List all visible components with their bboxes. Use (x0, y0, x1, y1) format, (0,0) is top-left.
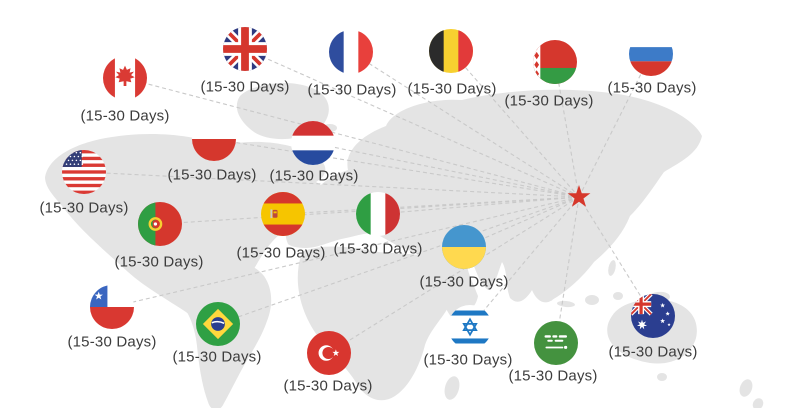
landmass-madagascar (444, 376, 460, 400)
flag-chile-icon (90, 285, 134, 329)
shipping-time-label-spain: (15-30 Days) (236, 244, 326, 262)
connector-line-netherlands (312, 142, 580, 198)
shipping-time-label-italy: (15-30 Days) (333, 240, 423, 258)
connector-line-australia (578, 196, 654, 317)
shipping-time-label-belarus: (15-30 Days) (504, 92, 594, 110)
flag-italy-icon (356, 192, 400, 236)
shipping-time-label-uk: (15-30 Days) (200, 78, 290, 96)
flag-portugal-icon (138, 202, 182, 246)
flag-brazil-icon (196, 302, 240, 346)
flag-uk-icon (223, 27, 267, 71)
flag-spain-icon (261, 192, 305, 236)
flag-belarus-icon (533, 40, 577, 84)
connector-line-brazil (217, 196, 580, 325)
connector-line-spain (282, 196, 580, 215)
landmass-new-zealand-north (739, 379, 753, 397)
shipping-time-label-australia: (15-30 Days) (608, 343, 698, 361)
connector-line-belarus (554, 61, 580, 198)
flag-ukraine-icon (442, 225, 486, 269)
flag-netherlands-icon (291, 121, 335, 165)
connector-line-israel (469, 196, 580, 328)
shipping-time-label-canada: (15-30 Days) (80, 107, 170, 125)
shipping-time-label-israel: (15-30 Days) (423, 351, 513, 369)
flag-belgium-icon (429, 29, 473, 73)
flag-turkey-icon (307, 331, 351, 375)
flag-saudi-arabia-icon (534, 321, 578, 365)
connector-line-poland (213, 138, 580, 198)
flag-saudi-arabia-icon (534, 321, 578, 365)
shipping-time-label-russia: (15-30 Days) (607, 79, 697, 97)
connector-line-belgium (450, 50, 580, 198)
connector-line-turkey (328, 196, 580, 354)
flag-israel-icon (448, 305, 492, 349)
shipping-time-label-turkey: (15-30 Days) (283, 377, 373, 395)
connector-line-uk (244, 48, 580, 198)
connector-line-france (350, 51, 580, 198)
shipping-time-label-saudi-arabia: (15-30 Days) (508, 367, 598, 385)
flag-russia-icon (629, 32, 673, 76)
flag-australia-icon (631, 294, 675, 338)
flag-italy-icon (356, 192, 400, 236)
flag-brazil-icon (196, 302, 240, 346)
landmass-tasmania (657, 373, 667, 381)
shipping-time-label-portugal: (15-30 Days) (114, 253, 204, 271)
flag-belgium-icon (429, 29, 473, 73)
shipping-time-label-netherlands: (15-30 Days) (269, 167, 359, 185)
shipping-time-label-belgium: (15-30 Days) (407, 80, 497, 98)
flag-portugal-icon (138, 202, 182, 246)
landmass-japan (597, 210, 609, 234)
flag-ukraine-icon (442, 225, 486, 269)
landmass-north-america (45, 134, 328, 336)
connector-line-chile (111, 196, 580, 308)
landmass-sulawesi (613, 292, 623, 300)
flag-france-icon (329, 30, 373, 74)
shipping-time-label-poland: (15-30 Days) (167, 166, 257, 184)
flag-australia-icon (631, 294, 675, 338)
landmass-java (557, 300, 575, 308)
landmass-borneo (585, 295, 599, 305)
flag-canada-icon (103, 56, 147, 100)
flag-russia-icon (629, 32, 673, 76)
shipping-time-label-ukraine: (15-30 Days) (419, 273, 509, 291)
landmass-ireland (287, 166, 295, 178)
landmass-philippines (608, 260, 616, 276)
shipping-time-label-usa: (15-30 Days) (39, 199, 129, 217)
connector-line-italy (377, 196, 580, 215)
flag-spain-icon (261, 192, 305, 236)
connector-line-saudi-arabia (555, 196, 580, 344)
flag-usa-icon (62, 150, 106, 194)
landmass-sakhalin (612, 186, 620, 202)
origin-star-shape (567, 185, 591, 207)
flag-uk-icon (223, 27, 267, 71)
flag-turkey-icon (307, 331, 351, 375)
connector-line-canada (124, 77, 580, 198)
flag-usa-icon (62, 150, 106, 194)
flag-chile-icon (90, 285, 134, 329)
flag-france-icon (329, 30, 373, 74)
connector-line-russia (578, 53, 652, 198)
flag-poland-icon (192, 117, 236, 161)
shipping-time-label-brazil: (15-30 Days) (172, 348, 262, 366)
landmass-sumatra (537, 293, 553, 301)
flag-canada-icon (103, 56, 147, 100)
shipping-time-label-chile: (15-30 Days) (67, 333, 157, 351)
landmass-new-zealand-south (752, 398, 764, 408)
flag-netherlands-icon (291, 121, 335, 165)
connector-line-usa (83, 171, 580, 198)
flag-belarus-icon (533, 40, 577, 84)
flag-poland-icon (192, 117, 236, 161)
shipping-time-label-france: (15-30 Days) (307, 81, 397, 99)
flag-israel-icon (448, 305, 492, 349)
